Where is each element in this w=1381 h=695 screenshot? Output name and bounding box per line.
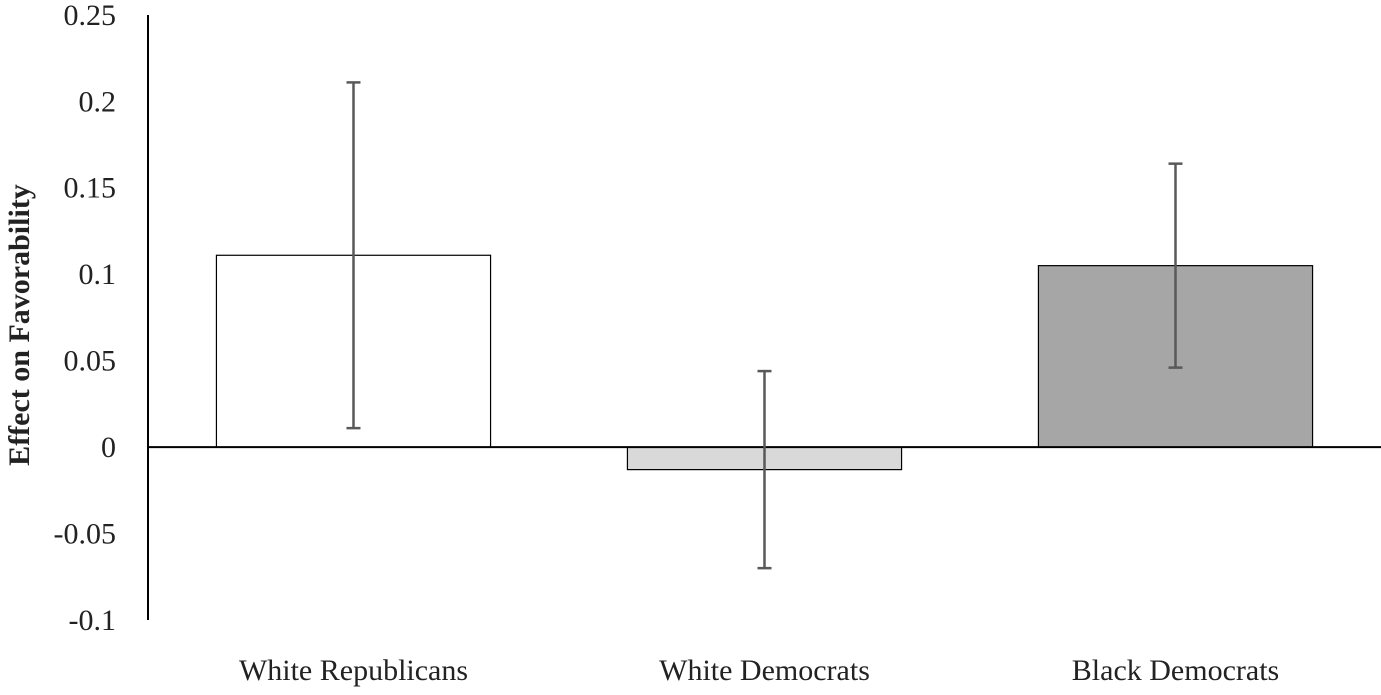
- y-axis-label: Effect on Favorability: [3, 184, 36, 466]
- y-tick-label: 0: [101, 431, 116, 464]
- x-tick-label: White Republicans: [239, 654, 468, 687]
- error-bar: [346, 81, 361, 430]
- error-bar: [757, 369, 772, 570]
- y-tick-label: 0.1: [79, 258, 117, 291]
- y-tick-label: 0.05: [64, 345, 117, 378]
- y-tick-label: 0.25: [64, 0, 117, 32]
- y-tick-label: 0.2: [79, 85, 117, 118]
- y-tick-label: 0.15: [64, 172, 117, 205]
- y-tick-label: -0.1: [69, 604, 117, 637]
- error-bar: [1168, 162, 1183, 369]
- x-tick-label: White Democrats: [659, 654, 870, 687]
- x-tick-label: Black Democrats: [1072, 654, 1279, 687]
- y-tick-label: -0.05: [54, 517, 117, 550]
